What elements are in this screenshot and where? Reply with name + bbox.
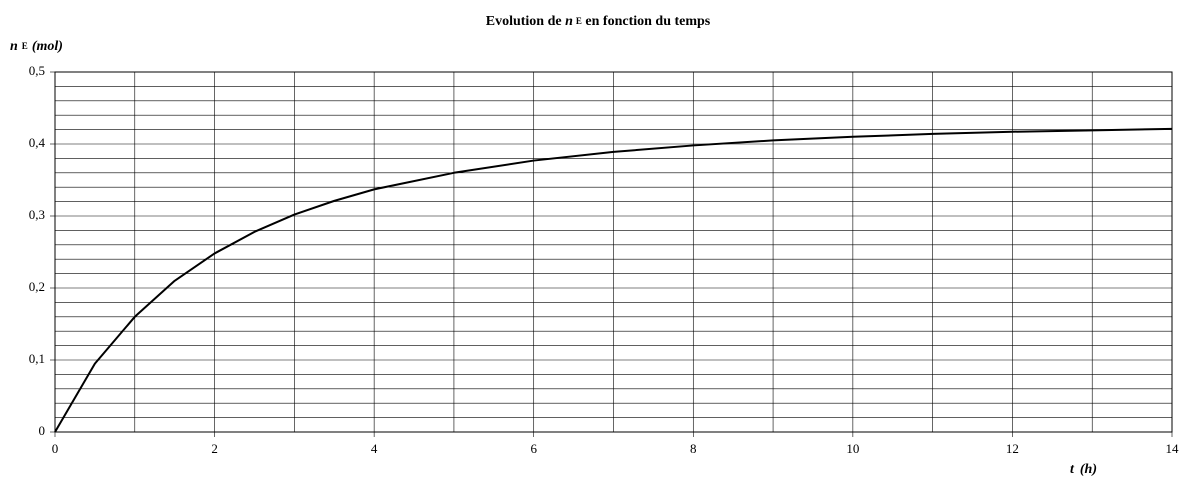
x-tick-label: 0 bbox=[52, 441, 59, 456]
plot-frame bbox=[54, 71, 1173, 433]
x-tick-label: 8 bbox=[690, 441, 697, 456]
y-label-sub: E bbox=[22, 41, 28, 51]
x-tick-label: 12 bbox=[1006, 441, 1019, 456]
y-tick-label: 0,1 bbox=[29, 351, 45, 366]
x-tick-label: 2 bbox=[211, 441, 218, 456]
title-text: en fonction du temps bbox=[582, 14, 711, 29]
x-label-var: t bbox=[1070, 462, 1075, 477]
x-tick-label: 10 bbox=[846, 441, 859, 456]
y-tick-label: 0,5 bbox=[29, 63, 45, 78]
x-label-unit: (h) bbox=[1080, 462, 1097, 477]
y-label-var: n bbox=[10, 39, 18, 54]
y-tick-label: 0,3 bbox=[29, 207, 45, 222]
y-tick-label: 0,4 bbox=[29, 135, 46, 150]
x-tick-label: 4 bbox=[371, 441, 378, 456]
y-tick-label: 0 bbox=[39, 423, 46, 438]
data-line bbox=[54, 127, 1173, 433]
title-text: Evolution de bbox=[486, 14, 565, 29]
title-sub: E bbox=[576, 16, 582, 26]
y-axis-label: n E (mol) bbox=[10, 39, 63, 54]
x-axis-label: t (h) bbox=[1070, 462, 1097, 477]
x-tick-label: 6 bbox=[530, 441, 537, 456]
y-label-unit: (mol) bbox=[32, 39, 63, 54]
title-var: n bbox=[565, 14, 573, 29]
y-tick-label: 0,2 bbox=[29, 279, 45, 294]
x-tick-label: 14 bbox=[1166, 441, 1180, 456]
